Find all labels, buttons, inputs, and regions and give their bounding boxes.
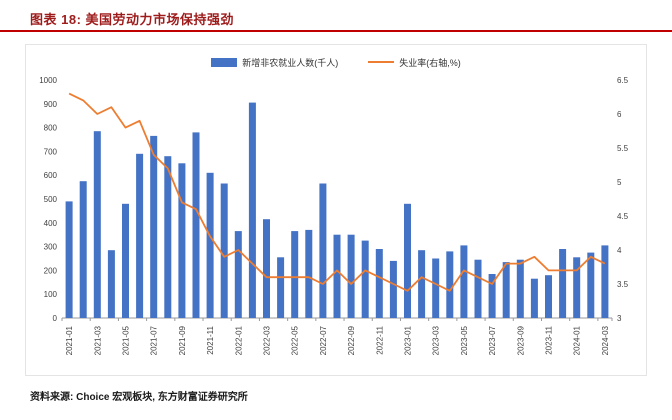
payroll-bar (206, 172, 214, 318)
payroll-bar (587, 252, 595, 318)
legend-label-unemployment: 失业率(右轴,%) (399, 57, 461, 68)
x-axis-label: 2021-07 (150, 325, 159, 355)
payroll-bar (418, 250, 426, 318)
legend: 新增非农就业人数(千人) 失业率(右轴,%) (26, 45, 646, 72)
page-title: 图表 18: 美国劳动力市场保持强劲 (30, 12, 235, 27)
legend-item-payrolls: 新增非农就业人数(千人) (211, 56, 338, 69)
payroll-bar (530, 278, 538, 318)
combo-chart: 0 100 200 300 400 500 600 700 800 900 1000 3 3.5 4 4.5… (39, 76, 629, 355)
right-axis-label: 3.5 (617, 280, 629, 289)
payroll-bar (432, 258, 440, 318)
payroll-bar (347, 234, 355, 318)
payroll-bar (516, 259, 524, 318)
payroll-bar (263, 219, 270, 318)
payroll-bar (136, 153, 144, 318)
x-axis-label: 2023-11 (545, 325, 554, 354)
x-axis-label: 2021-01 (65, 325, 74, 355)
red-divider (0, 30, 672, 32)
payroll-bar (389, 260, 397, 318)
left-axis-label: 700 (44, 147, 58, 156)
x-axis-label: 2021-11 (206, 325, 215, 354)
payroll-bar (277, 257, 285, 318)
legend-label-payrolls: 新增非农就业人数(千人) (242, 57, 339, 68)
payroll-bar (333, 234, 341, 318)
x-axis-label: 2023-03 (432, 325, 441, 355)
payroll-bar (375, 249, 383, 318)
left-axis-label: 500 (44, 195, 58, 204)
payroll-bar (122, 203, 129, 318)
unemployment-line (68, 92, 606, 292)
right-axis-label: 5 (617, 178, 622, 187)
x-axis-label: 2023-01 (404, 325, 413, 355)
right-axis-label: 6.5 (617, 76, 629, 85)
payroll-bar (178, 163, 186, 318)
x-axis-label: 2022-03 (262, 325, 271, 355)
payroll-bar (93, 131, 101, 318)
payroll-bar (404, 203, 411, 318)
x-axis-label: 2021-05 (121, 325, 130, 355)
x-axis-label: 2022-11 (375, 325, 384, 354)
right-axis-label: 6 (617, 110, 622, 119)
right-axis-label: 4 (617, 246, 622, 255)
x-axis-label: 2022-07 (319, 325, 328, 355)
line-swatch-icon (368, 61, 395, 63)
payroll-bar (361, 240, 369, 318)
payroll-bar (601, 245, 609, 318)
payroll-bar (545, 275, 552, 318)
x-axis-label: 2024-01 (573, 325, 582, 355)
payroll-bar (460, 245, 468, 318)
x-axis-label: 2022-05 (291, 325, 300, 355)
x-axis-label: 2022-09 (347, 325, 356, 355)
x-axis-label: 2021-09 (178, 325, 187, 355)
payroll-bar (446, 251, 454, 318)
chart-area: 新增非农就业人数(千人) 失业率(右轴,%) 0 100 200 300 400 500 6… (25, 44, 647, 376)
x-axis-label: 2024-03 (601, 325, 610, 355)
x-axis-label: 2022-01 (234, 325, 243, 355)
left-axis-label: 1000 (39, 76, 57, 85)
left-axis-label: 100 (44, 290, 58, 299)
legend-item-unemployment: 失业率(右轴,%) (368, 56, 461, 69)
left-axis-label: 900 (44, 100, 58, 109)
payroll-bar (559, 249, 567, 318)
x-axis-label: 2023-07 (488, 325, 497, 355)
payroll-bar (573, 257, 581, 318)
payroll-bar (150, 135, 158, 318)
left-axis-label: 400 (44, 219, 58, 228)
x-axis-label: 2023-09 (516, 325, 525, 355)
payroll-bar (65, 201, 73, 318)
right-axis-label: 3 (617, 314, 622, 323)
left-axis-label: 300 (44, 243, 58, 252)
left-axis-label: 600 (44, 171, 58, 180)
payroll-bar (502, 262, 510, 318)
payroll-bar (488, 274, 496, 318)
x-axis-label: 2021-03 (93, 325, 102, 355)
payroll-bar (220, 183, 228, 318)
right-axis-label: 4.5 (617, 212, 629, 221)
payroll-bar (234, 231, 242, 318)
bar-swatch-icon (211, 57, 238, 67)
payroll-bar (474, 259, 482, 318)
left-axis-label: 200 (44, 266, 58, 275)
left-axis-label: 800 (44, 124, 58, 133)
left-axis-label: 0 (53, 314, 58, 323)
right-axis-label: 5.5 (617, 144, 629, 153)
source-note: 资料来源: Choice 宏观板块, 东方财富证券研究所 (30, 392, 248, 403)
payroll-bar (319, 183, 327, 318)
payroll-bar (164, 156, 172, 318)
payroll-bar (107, 250, 115, 318)
payroll-bar (248, 102, 256, 318)
x-axis-label: 2023-05 (460, 325, 469, 355)
payroll-bar (305, 229, 313, 318)
payroll-bar (291, 231, 299, 318)
payroll-bar (79, 181, 87, 318)
payroll-bar (192, 132, 200, 318)
